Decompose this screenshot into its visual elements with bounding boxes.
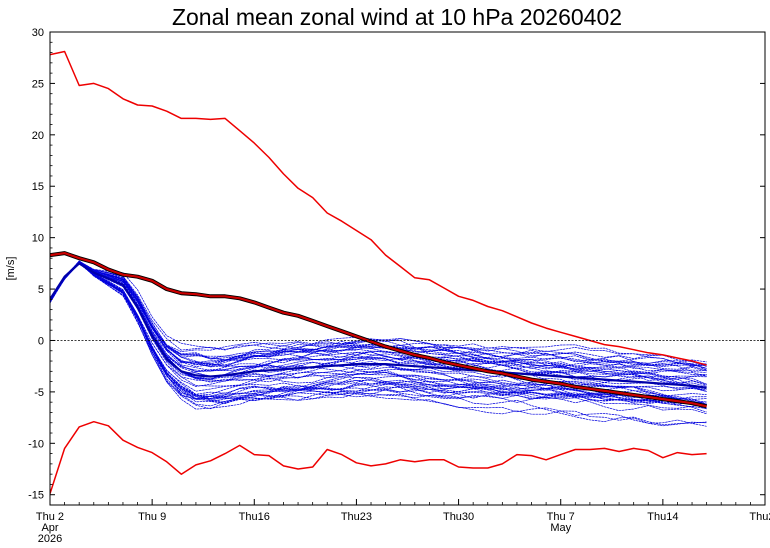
ensemble-member-line xyxy=(50,262,707,409)
x-tick-label: Thu 9 xyxy=(138,511,166,523)
x-tick-label: Thu14 xyxy=(647,511,678,523)
y-tick-label: 20 xyxy=(32,130,44,142)
ensemble-member-line xyxy=(50,261,707,410)
x-tick-label: 2026 xyxy=(38,533,62,545)
ensemble-member-line xyxy=(50,260,707,405)
x-tick-label: Thu16 xyxy=(239,511,270,523)
y-tick-label: 0 xyxy=(38,335,44,347)
y-tick-label: 15 xyxy=(32,181,44,193)
x-tick-label: Apr xyxy=(41,522,58,534)
y-tick-label: -5 xyxy=(34,387,44,399)
ensemble-member-line xyxy=(50,261,707,365)
max-bound-line xyxy=(50,50,707,366)
ensemble-member-line xyxy=(50,261,707,409)
ensemble-member-line xyxy=(50,262,707,367)
ensemble-members xyxy=(50,260,707,427)
y-tick-label: -10 xyxy=(28,438,44,450)
x-tick-label: Thu30 xyxy=(443,511,474,523)
ensemble-member-line xyxy=(50,262,707,403)
y-tick-label: 30 xyxy=(32,27,44,39)
y-tick-label: 10 xyxy=(32,233,44,245)
x-tick-label: Thu23 xyxy=(341,511,372,523)
ensemble-member-line xyxy=(50,260,707,364)
y-tick-label: 5 xyxy=(38,284,44,296)
series-lines xyxy=(50,50,708,494)
y-tick-label: -15 xyxy=(28,490,44,502)
x-tick-label: Thu21 xyxy=(749,511,770,523)
ensemble-member-line xyxy=(50,263,707,427)
ensemble-member-line xyxy=(50,261,707,407)
ensemble-member-line xyxy=(50,262,707,405)
y-axis: -15 -10 -5 0 5 10 15 20 25 30 xyxy=(28,27,765,506)
plot-frame xyxy=(49,31,766,506)
x-tick-label: Thu 2 xyxy=(36,511,64,523)
x-tick-label: May xyxy=(550,522,571,534)
ensemble-member-line xyxy=(50,261,707,390)
chart-title: Zonal mean zonal wind at 10 hPa 20260402 xyxy=(172,4,622,30)
ensemble-member-line xyxy=(50,261,707,415)
ensemble-mean-line xyxy=(50,262,707,389)
climatology-line xyxy=(50,252,707,408)
ensemble-member-line xyxy=(50,263,707,367)
min-bound-line xyxy=(50,420,707,494)
x-tick-label: Thu 7 xyxy=(547,511,575,523)
y-axis-label: [m/s] xyxy=(5,257,17,281)
y-tick-label: 25 xyxy=(32,78,44,90)
ensemble-member-line xyxy=(50,262,707,407)
ensemble-member-line xyxy=(50,261,707,380)
ensemble-member-line xyxy=(50,260,707,371)
ensemble-member-line xyxy=(50,261,707,387)
